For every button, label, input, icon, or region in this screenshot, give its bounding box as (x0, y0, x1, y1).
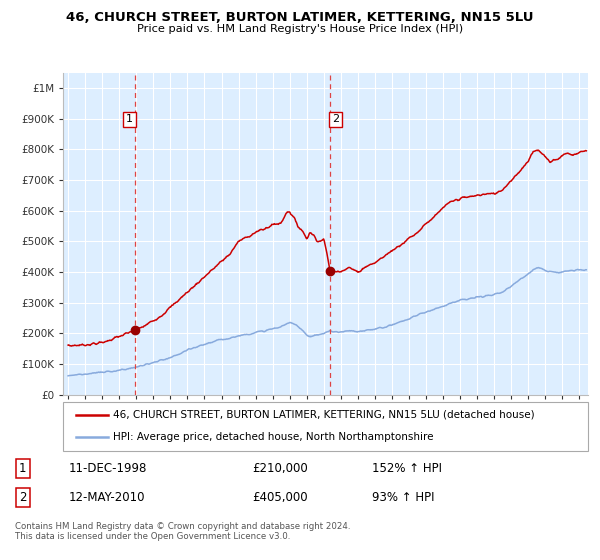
Text: 1: 1 (126, 114, 133, 124)
Text: 2: 2 (19, 491, 26, 504)
Text: Contains HM Land Registry data © Crown copyright and database right 2024.
This d: Contains HM Land Registry data © Crown c… (15, 522, 350, 542)
Text: 93% ↑ HPI: 93% ↑ HPI (372, 491, 434, 504)
Text: 46, CHURCH STREET, BURTON LATIMER, KETTERING, NN15 5LU: 46, CHURCH STREET, BURTON LATIMER, KETTE… (66, 11, 534, 24)
Text: £405,000: £405,000 (252, 491, 308, 504)
Text: 152% ↑ HPI: 152% ↑ HPI (372, 462, 442, 475)
Text: Price paid vs. HM Land Registry's House Price Index (HPI): Price paid vs. HM Land Registry's House … (137, 24, 463, 34)
Text: 1: 1 (19, 462, 26, 475)
Text: 2: 2 (332, 114, 339, 124)
Text: £210,000: £210,000 (252, 462, 308, 475)
Text: 11-DEC-1998: 11-DEC-1998 (69, 462, 148, 475)
Text: 12-MAY-2010: 12-MAY-2010 (69, 491, 146, 504)
Text: 46, CHURCH STREET, BURTON LATIMER, KETTERING, NN15 5LU (detached house): 46, CHURCH STREET, BURTON LATIMER, KETTE… (113, 410, 535, 420)
Text: HPI: Average price, detached house, North Northamptonshire: HPI: Average price, detached house, Nort… (113, 432, 433, 442)
